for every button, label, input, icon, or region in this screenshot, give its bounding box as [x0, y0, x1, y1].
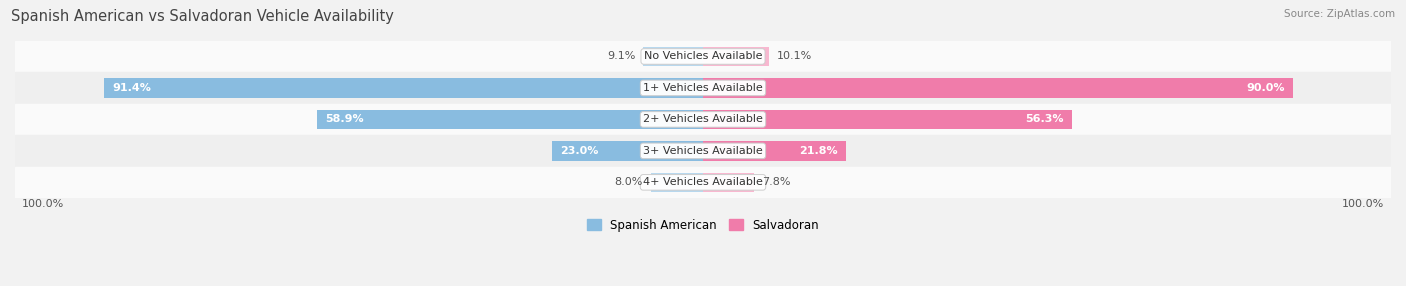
- Text: Spanish American vs Salvadoran Vehicle Availability: Spanish American vs Salvadoran Vehicle A…: [11, 9, 394, 23]
- Text: Source: ZipAtlas.com: Source: ZipAtlas.com: [1284, 9, 1395, 19]
- Text: 91.4%: 91.4%: [112, 83, 150, 93]
- Bar: [553, 141, 703, 161]
- Text: 2+ Vehicles Available: 2+ Vehicles Available: [643, 114, 763, 124]
- Bar: [15, 167, 1391, 198]
- Bar: [644, 47, 703, 66]
- Text: 3+ Vehicles Available: 3+ Vehicles Available: [643, 146, 763, 156]
- Text: 10.1%: 10.1%: [778, 51, 813, 61]
- Bar: [703, 78, 1292, 98]
- Bar: [15, 72, 1391, 104]
- Text: 100.0%: 100.0%: [21, 199, 63, 209]
- Text: 4+ Vehicles Available: 4+ Vehicles Available: [643, 177, 763, 187]
- Text: 9.1%: 9.1%: [607, 51, 636, 61]
- Bar: [703, 47, 769, 66]
- Bar: [703, 141, 846, 161]
- Text: 23.0%: 23.0%: [560, 146, 599, 156]
- Text: 7.8%: 7.8%: [762, 177, 790, 187]
- Text: 1+ Vehicles Available: 1+ Vehicles Available: [643, 83, 763, 93]
- Text: 58.9%: 58.9%: [325, 114, 364, 124]
- Bar: [318, 110, 703, 129]
- Text: 90.0%: 90.0%: [1246, 83, 1285, 93]
- Text: 8.0%: 8.0%: [614, 177, 643, 187]
- Bar: [15, 41, 1391, 72]
- Bar: [15, 135, 1391, 167]
- Legend: Spanish American, Salvadoran: Spanish American, Salvadoran: [582, 214, 824, 236]
- Text: 100.0%: 100.0%: [1343, 199, 1385, 209]
- Text: 56.3%: 56.3%: [1025, 114, 1064, 124]
- Bar: [703, 172, 754, 192]
- Bar: [651, 172, 703, 192]
- Text: No Vehicles Available: No Vehicles Available: [644, 51, 762, 61]
- Bar: [15, 104, 1391, 135]
- Bar: [104, 78, 703, 98]
- Text: 21.8%: 21.8%: [800, 146, 838, 156]
- Bar: [703, 110, 1071, 129]
